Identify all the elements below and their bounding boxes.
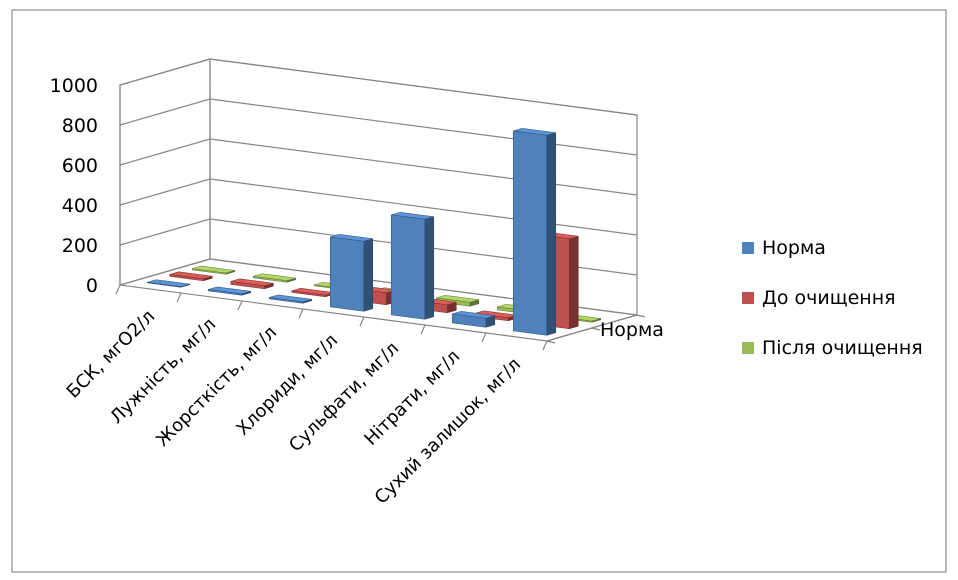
bar-norma — [268, 294, 313, 304]
legend-swatch — [742, 292, 754, 304]
legend-swatch — [742, 242, 754, 254]
x-tick — [115, 284, 121, 295]
y-tick-label: 0 — [86, 275, 98, 297]
legend: Норма До очищення Після очищення — [742, 237, 923, 359]
bar-do-ochyshchennia — [169, 271, 213, 282]
bar-norma — [146, 279, 191, 288]
y-axis: 0 200 400 600 800 1000 — [50, 75, 98, 297]
x-tick — [359, 316, 365, 327]
y-tick-label: 600 — [62, 155, 98, 177]
legend-label: Норма — [762, 237, 826, 259]
y-tick-label: 400 — [62, 195, 98, 217]
depth-tick — [591, 327, 601, 331]
legend-swatch — [742, 342, 754, 354]
y-tick-label: 1000 — [50, 75, 98, 97]
bar-pislia-ochyshchennia — [191, 265, 236, 275]
bar-norma — [390, 212, 435, 320]
x-tick — [237, 300, 243, 311]
x-tick — [542, 340, 548, 351]
bar-do-ochyshchennia — [230, 278, 274, 290]
y-tick-label: 800 — [62, 115, 98, 137]
gridline — [119, 138, 638, 196]
depth-axis-label: Норма — [600, 319, 664, 341]
bar-norma — [512, 128, 557, 336]
y-tick-label: 200 — [62, 235, 98, 257]
x-tick — [298, 308, 304, 319]
x-tick — [481, 332, 487, 343]
depth-tick — [636, 314, 646, 318]
bar-pislia-ochyshchennia — [252, 273, 297, 283]
gridline — [119, 218, 638, 276]
bar-norma — [207, 286, 252, 296]
bar-norma — [329, 234, 374, 312]
chart-walls — [115, 58, 646, 351]
plot-area — [146, 128, 602, 336]
bar-norma — [451, 311, 496, 328]
gridline — [119, 58, 638, 116]
x-tick — [176, 292, 182, 303]
legend-label: До очищення — [762, 287, 896, 309]
depth-tick — [546, 340, 556, 344]
gridline — [119, 98, 638, 156]
legend-label: Після очищення — [762, 337, 923, 359]
gridline — [119, 178, 638, 236]
x-tick — [420, 324, 426, 335]
